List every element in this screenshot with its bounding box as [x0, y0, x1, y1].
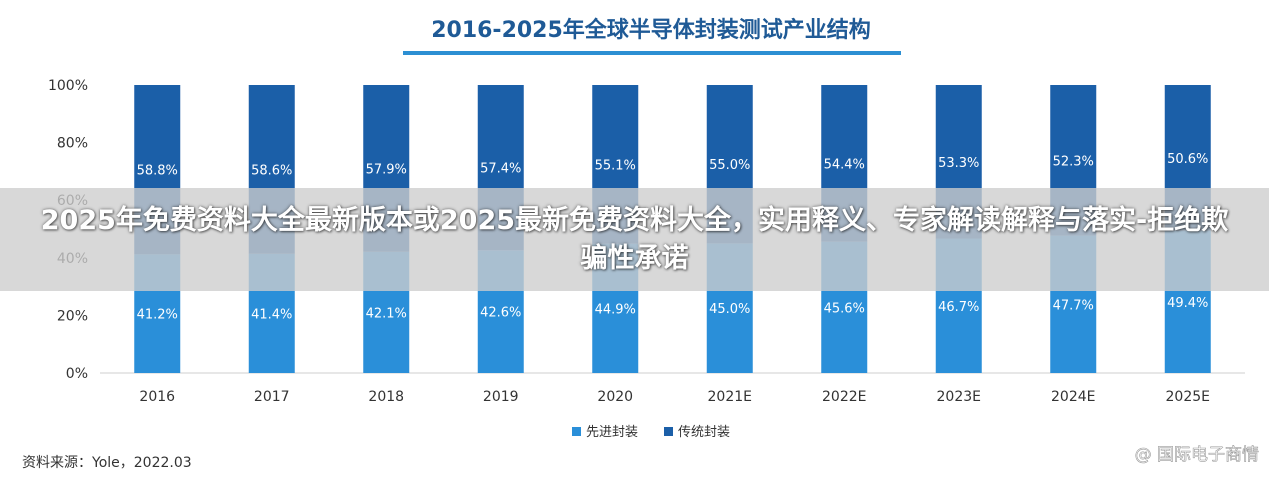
source-note: 资料来源：Yole，2022.03 [22, 455, 192, 471]
x-tick-label: 2019 [483, 389, 519, 405]
data-label-traditional: 54.4% [824, 157, 865, 172]
headline-text: 2025年免费资料大全最新版本或2025最新免费资料大全，实用释义、专家解读解释… [40, 204, 1229, 274]
x-tick-label: 2017 [254, 389, 290, 405]
data-label-traditional: 58.8% [137, 164, 178, 179]
data-label-traditional: 57.4% [480, 162, 521, 177]
y-tick-label: 20% [57, 308, 88, 324]
data-label-traditional: 52.3% [1053, 154, 1094, 169]
y-tick-label: 0% [66, 366, 88, 382]
title-underline [403, 51, 901, 55]
data-label-advanced: 42.6% [480, 306, 521, 321]
data-label-advanced: 41.4% [251, 307, 292, 322]
legend-label-traditional: 传统封装 [678, 425, 730, 440]
data-label-traditional: 50.6% [1167, 152, 1208, 167]
y-tick-label: 80% [57, 136, 88, 152]
chart-title: 2016-2025年全球半导体封装测试产业结构 [431, 17, 871, 43]
data-label-advanced: 46.7% [938, 300, 979, 315]
legend-swatch-traditional [664, 427, 673, 436]
legend-label-advanced: 先进封装 [586, 425, 638, 440]
x-tick-label: 2021E [708, 389, 752, 405]
data-label-advanced: 45.6% [824, 301, 865, 316]
watermark-text: @ 国际电子商情 [1135, 445, 1259, 465]
x-tick-label: 2024E [1051, 389, 1095, 405]
y-tick-label: 100% [48, 78, 88, 94]
legend-swatch-advanced [572, 427, 581, 436]
headline-banner: 2025年免费资料大全最新版本或2025最新免费资料大全，实用释义、专家解读解释… [0, 188, 1269, 291]
x-tick-label: 2025E [1166, 389, 1210, 405]
data-label-traditional: 57.9% [366, 162, 407, 177]
data-label-traditional: 55.0% [709, 158, 750, 173]
x-tick-label: 2016 [139, 389, 175, 405]
data-label-traditional: 58.6% [251, 163, 292, 178]
data-label-advanced: 44.9% [595, 302, 636, 317]
data-label-advanced: 42.1% [366, 306, 407, 321]
data-label-traditional: 53.3% [938, 156, 979, 171]
x-tick-label: 2023E [937, 389, 981, 405]
x-tick-label: 2018 [368, 389, 404, 405]
data-label-advanced: 45.0% [709, 302, 750, 317]
x-tick-label: 2022E [822, 389, 866, 405]
data-label-advanced: 47.7% [1053, 298, 1094, 313]
x-tick-label: 2020 [597, 389, 633, 405]
data-label-advanced: 49.4% [1167, 296, 1208, 311]
data-label-traditional: 55.1% [595, 158, 636, 173]
data-label-advanced: 41.2% [137, 308, 178, 323]
